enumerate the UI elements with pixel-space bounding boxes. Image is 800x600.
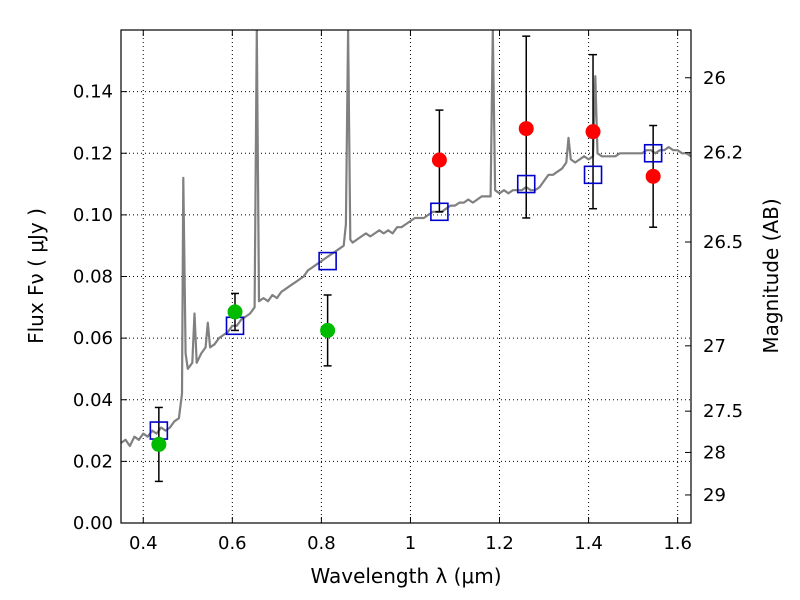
- y-tick-label: 0.10: [73, 205, 113, 226]
- y-tick-label: 0.02: [73, 451, 113, 472]
- y2-axis-label: Magnitude (AB): [759, 198, 783, 353]
- x-tick-label: 1.2: [485, 533, 514, 554]
- data-points-layer: [149, 35, 663, 483]
- x-tick-label: 0.8: [307, 533, 336, 554]
- mag-tick-label: 27: [703, 336, 726, 357]
- observed-red-point: [585, 124, 601, 140]
- y-tick-label: 0.08: [73, 267, 113, 288]
- y-tick-label: 0.06: [73, 328, 113, 349]
- model-square: [583, 165, 603, 185]
- x-tick-label: 1.6: [663, 533, 692, 554]
- observed-green-point: [320, 322, 336, 338]
- y-tick-label: 0.12: [73, 143, 113, 164]
- observed-red-point: [518, 121, 534, 137]
- axes-layer: 0.4 0.6 0.8 1 1.2 1.4 1.6 0.00 0.02 0.04 0.06 0.08 0…: [73, 30, 743, 554]
- model-square: [430, 202, 449, 222]
- x-axis-label: Wavelength λ (μm): [310, 564, 501, 588]
- model-square: [516, 174, 536, 194]
- x-tick-label: 1: [405, 533, 416, 554]
- y-tick-label: 0.00: [73, 513, 113, 534]
- model-square: [318, 251, 337, 271]
- x-tick-label: 1.4: [574, 533, 603, 554]
- y-tick-label: 0.04: [73, 390, 113, 411]
- model-square: [643, 143, 663, 163]
- mag-tick-label: 26.5: [703, 232, 743, 253]
- x-tick-label: 0.6: [218, 533, 247, 554]
- x-tick-label: 0.4: [129, 533, 158, 554]
- mag-tick-label: 29: [703, 485, 726, 506]
- y-axis-label: Flux Fν ( μJy ): [24, 208, 48, 344]
- observed-green-point: [151, 436, 167, 452]
- observed-green-point: [227, 304, 243, 320]
- mag-tick-label: 27.5: [703, 401, 743, 422]
- mag-tick-label: 26: [703, 68, 726, 89]
- y-tick-label: 0.14: [73, 82, 113, 103]
- mag-tick-label: 28: [703, 442, 726, 463]
- mag-tick-label: 26.2: [703, 143, 743, 164]
- observed-red-point: [645, 168, 661, 184]
- observed-red-point: [431, 152, 447, 168]
